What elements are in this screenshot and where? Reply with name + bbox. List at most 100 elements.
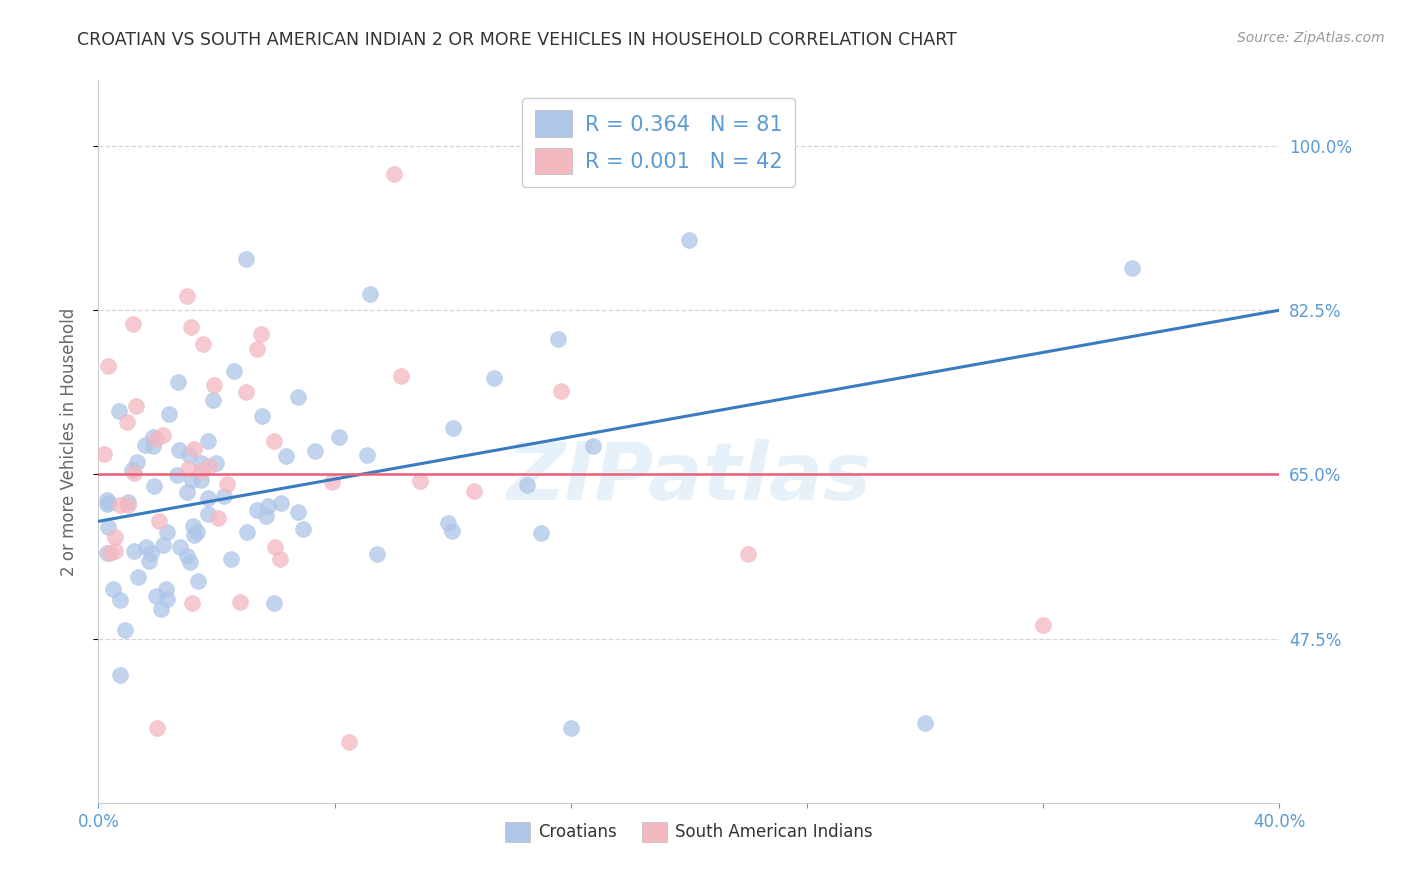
Point xyxy=(263,434,285,448)
Point xyxy=(246,343,269,357)
Point xyxy=(228,595,250,609)
Point xyxy=(550,384,572,399)
Point xyxy=(169,540,191,554)
Text: CROATIAN VS SOUTH AMERICAN INDIAN 2 OR MORE VEHICLES IN HOUSEHOLD CORRELATION CH: CROATIAN VS SOUTH AMERICAN INDIAN 2 OR M… xyxy=(77,31,957,49)
Point xyxy=(235,252,257,266)
Point xyxy=(108,593,131,607)
Point xyxy=(96,493,118,508)
Point xyxy=(98,545,121,559)
Point xyxy=(287,505,309,519)
Point xyxy=(737,547,759,561)
Point xyxy=(245,503,267,517)
Point xyxy=(166,375,188,389)
Point xyxy=(198,459,221,474)
Point xyxy=(235,384,257,399)
Point xyxy=(156,591,179,606)
Point xyxy=(359,287,381,301)
Point xyxy=(176,485,198,500)
Point xyxy=(582,439,605,453)
Point xyxy=(125,399,148,413)
Point xyxy=(176,289,198,303)
Point xyxy=(304,444,326,458)
Point xyxy=(169,443,191,458)
Point xyxy=(104,530,127,544)
Point xyxy=(187,574,209,588)
Point xyxy=(222,364,245,378)
Point xyxy=(108,667,131,681)
Point xyxy=(516,478,538,492)
Point xyxy=(104,544,127,558)
Point xyxy=(180,320,202,334)
Point xyxy=(339,735,361,749)
Point xyxy=(197,507,219,521)
Point xyxy=(321,475,343,490)
Point xyxy=(101,582,124,596)
Point xyxy=(409,474,432,488)
Point xyxy=(145,589,167,603)
Point xyxy=(263,596,285,610)
Point xyxy=(152,428,174,442)
Point xyxy=(437,516,460,531)
Point xyxy=(356,448,378,462)
Point xyxy=(190,464,212,478)
Point xyxy=(96,546,118,560)
Point xyxy=(179,555,201,569)
Point xyxy=(183,527,205,541)
Point xyxy=(219,552,242,566)
Point xyxy=(190,473,212,487)
Text: Source: ZipAtlas.com: Source: ZipAtlas.com xyxy=(1237,31,1385,45)
Point xyxy=(125,455,148,469)
Point xyxy=(678,233,700,247)
Point xyxy=(179,449,201,463)
Point xyxy=(201,393,224,408)
Point xyxy=(96,497,118,511)
Point xyxy=(181,518,204,533)
Point xyxy=(114,623,136,637)
Point xyxy=(250,409,273,424)
Point xyxy=(127,570,149,584)
Point xyxy=(204,456,226,470)
Point xyxy=(117,494,139,508)
Point xyxy=(121,462,143,476)
Point xyxy=(142,439,165,453)
Point xyxy=(183,442,205,456)
Y-axis label: 2 or more Vehicles in Household: 2 or more Vehicles in Household xyxy=(59,308,77,575)
Point xyxy=(122,466,145,480)
Point xyxy=(115,415,138,429)
Point xyxy=(134,437,156,451)
Point xyxy=(152,538,174,552)
Point xyxy=(142,430,165,444)
Point xyxy=(441,524,464,538)
Point xyxy=(146,721,169,735)
Point xyxy=(236,524,259,539)
Point xyxy=(287,390,309,404)
Legend: Croatians, South American Indians: Croatians, South American Indians xyxy=(498,815,880,848)
Point xyxy=(269,551,291,566)
Point xyxy=(257,500,280,514)
Point xyxy=(155,582,177,597)
Point xyxy=(914,716,936,731)
Point xyxy=(197,434,219,448)
Point xyxy=(149,602,172,616)
Point xyxy=(191,337,214,351)
Point xyxy=(560,721,582,735)
Point xyxy=(157,408,180,422)
Point xyxy=(382,167,405,181)
Point xyxy=(122,317,145,331)
Point xyxy=(145,432,167,446)
Point xyxy=(217,477,239,491)
Point xyxy=(108,498,131,512)
Point xyxy=(181,596,204,610)
Point xyxy=(264,540,287,554)
Point xyxy=(122,544,145,558)
Point xyxy=(180,473,202,487)
Point xyxy=(389,368,412,383)
Point xyxy=(328,430,350,444)
Point xyxy=(274,449,297,463)
Point xyxy=(1121,260,1143,275)
Point xyxy=(166,468,188,483)
Point xyxy=(143,479,166,493)
Point xyxy=(108,403,131,417)
Point xyxy=(250,326,273,341)
Point xyxy=(138,554,160,568)
